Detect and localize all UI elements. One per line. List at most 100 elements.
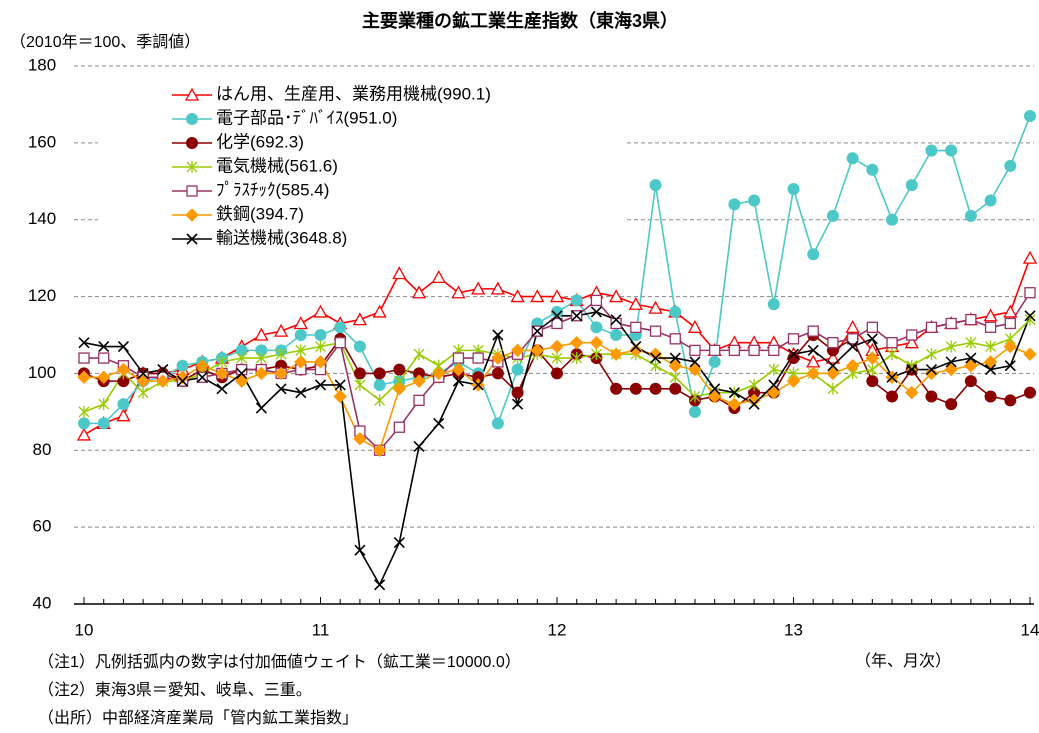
- marker: [945, 340, 957, 353]
- marker: [98, 340, 110, 353]
- marker: [393, 363, 406, 376]
- marker: [906, 364, 918, 376]
- marker: [294, 329, 307, 341]
- marker: [984, 194, 997, 207]
- marker: [1024, 386, 1036, 399]
- y-tick-label: 160: [28, 132, 56, 151]
- marker: [491, 351, 505, 365]
- marker: [827, 360, 839, 372]
- marker: [293, 316, 308, 330]
- marker: [648, 347, 663, 361]
- marker: [392, 382, 407, 396]
- marker: [787, 352, 800, 365]
- marker: [186, 161, 198, 173]
- marker: [1004, 394, 1017, 407]
- marker: [236, 352, 248, 365]
- marker: [411, 285, 427, 299]
- marker: [334, 337, 346, 349]
- marker: [571, 310, 583, 322]
- marker: [866, 363, 878, 376]
- marker: [78, 352, 90, 364]
- marker: [97, 370, 111, 384]
- marker: [353, 367, 366, 380]
- marker: [807, 344, 819, 356]
- marker: [767, 385, 781, 400]
- marker: [649, 179, 662, 192]
- marker: [374, 579, 386, 591]
- marker: [452, 375, 465, 387]
- marker: [333, 389, 347, 404]
- marker: [748, 344, 760, 357]
- marker: [452, 352, 465, 364]
- marker: [905, 179, 918, 192]
- marker: [78, 405, 90, 418]
- marker: [985, 364, 997, 376]
- marker: [1003, 339, 1017, 354]
- marker: [609, 347, 623, 361]
- marker: [886, 337, 898, 349]
- marker: [668, 359, 682, 373]
- marker: [413, 348, 425, 361]
- marker: [116, 362, 131, 377]
- marker: [531, 325, 543, 337]
- marker: [1004, 360, 1016, 372]
- note: （注2）東海3県＝愛知、岐阜、三重。: [38, 681, 312, 699]
- marker: [768, 379, 780, 391]
- marker: [432, 366, 446, 381]
- marker: [186, 113, 198, 125]
- marker: [431, 269, 446, 284]
- marker: [866, 321, 878, 333]
- marker: [186, 137, 198, 149]
- marker: [630, 340, 642, 353]
- marker: [925, 348, 937, 361]
- marker: [748, 194, 761, 207]
- marker: [491, 367, 504, 380]
- marker: [374, 394, 386, 407]
- marker: [847, 340, 859, 353]
- marker: [156, 374, 170, 388]
- marker: [688, 362, 702, 377]
- x-tick-label: 13: [784, 620, 803, 639]
- marker: [886, 371, 898, 383]
- marker: [274, 366, 288, 381]
- marker: [985, 340, 997, 353]
- marker: [234, 374, 249, 388]
- marker: [492, 329, 504, 341]
- marker: [886, 390, 899, 403]
- y-tick-label: 120: [28, 286, 56, 305]
- marker: [472, 379, 484, 391]
- marker: [669, 382, 682, 395]
- marker: [590, 321, 603, 334]
- marker: [510, 289, 525, 303]
- marker: [353, 340, 366, 353]
- legend-label: 鉄鋼(394.7): [216, 204, 304, 223]
- legend-background: [98, 81, 625, 255]
- marker: [807, 248, 820, 261]
- marker: [136, 374, 150, 388]
- marker: [571, 352, 583, 365]
- marker: [433, 417, 445, 429]
- x-tick-label: 14: [1021, 620, 1039, 639]
- y-tick-label: 180: [28, 55, 56, 74]
- marker: [964, 375, 977, 388]
- marker: [866, 375, 879, 388]
- marker: [275, 383, 287, 395]
- legend-label: 輸送機械(3648.8): [216, 228, 347, 247]
- marker: [845, 359, 860, 373]
- marker: [807, 325, 819, 337]
- x-tick-label: 12: [548, 620, 567, 639]
- y-tick-label: 140: [28, 209, 56, 228]
- marker: [76, 427, 92, 441]
- marker: [905, 385, 919, 400]
- marker: [373, 367, 386, 380]
- marker: [313, 355, 328, 369]
- marker: [530, 289, 545, 303]
- marker: [1004, 317, 1016, 330]
- marker: [846, 152, 859, 165]
- marker: [964, 359, 978, 373]
- marker: [195, 359, 209, 373]
- marker: [372, 304, 387, 318]
- marker: [372, 443, 387, 457]
- marker: [255, 352, 267, 365]
